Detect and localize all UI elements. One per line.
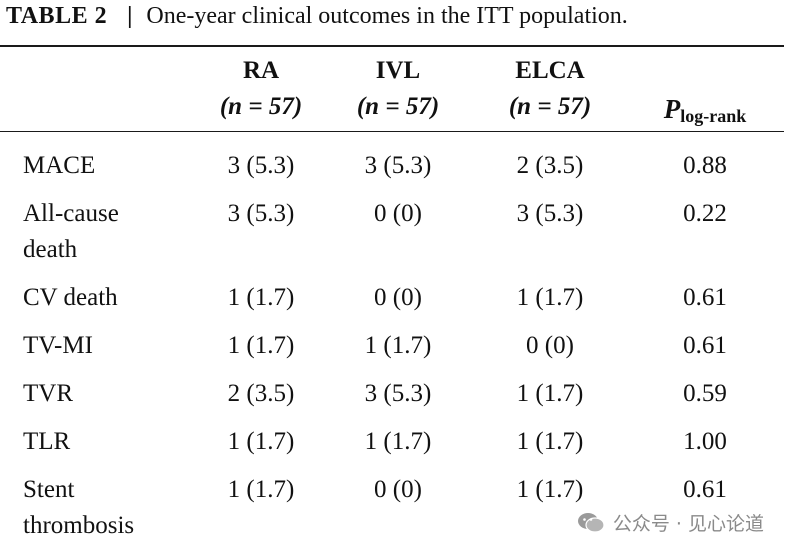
cell-elca: 1 (1.7) [516,476,584,503]
p-subscript: log-rank [680,106,747,126]
table-row: CV death 1 (1.7) 0 (0) 1 (1.7) 0.61 [0,280,784,328]
header-elca-n: (n = 57) [508,93,592,120]
watermark-text: 公众号 · 见心论道 [612,513,764,535]
outcomes-table: RA (n = 57) IVL (n = 57) ELCA (n = 57) P… [0,50,784,556]
cell-ra: 3 (5.3) [227,152,295,179]
cell-ivl: 0 (0) [374,200,422,227]
header-empty [0,50,200,140]
cell-elca: 0 (0) [526,332,574,359]
cell-p-value: 0.22 [683,200,727,227]
cell-ivl: 3 (5.3) [364,152,432,179]
row-label: All-cause death [23,200,119,263]
cell-p-value: 0.61 [683,284,727,311]
cell-p-value: 1.00 [683,428,727,455]
wechat-icon [577,512,605,533]
cell-ra: 3 (5.3) [227,200,295,227]
header-elca: ELCA (n = 57) [474,50,626,140]
cell-ivl: 1 (1.7) [364,428,432,455]
cell-ivl: 1 (1.7) [364,332,432,359]
header-rule [0,131,784,132]
header-ivl-n: (n = 57) [356,93,440,120]
cell-ra: 1 (1.7) [227,284,295,311]
table-label: TABLE 2 [6,3,108,29]
cell-p-value: 0.88 [683,152,727,179]
cell-ivl: 0 (0) [374,284,422,311]
caption-separator: | [127,3,133,29]
p-symbol: P [663,94,681,124]
table-row: Stent thrombosis 1 (1.7) 0 (0) 1 (1.7) 0.61 [0,472,784,556]
row-label: CV death [23,284,118,311]
top-rule [0,45,784,47]
header-ra: RA (n = 57) [200,50,322,140]
cell-elca: 3 (5.3) [516,200,584,227]
cell-ra: 2 (3.5) [227,380,295,407]
table-title: One-year clinical outcomes in the ITT po… [146,3,628,29]
cell-elca: 1 (1.7) [516,380,584,407]
row-label: TVR [23,380,73,407]
header-ra-name: RA [242,57,280,84]
cell-elca: 1 (1.7) [516,428,584,455]
cell-p-value: 0.61 [683,476,727,503]
cell-ra: 1 (1.7) [227,476,295,503]
row-label: Stent thrombosis [23,476,135,539]
header-row: RA (n = 57) IVL (n = 57) ELCA (n = 57) P… [0,50,784,140]
cell-ra: 1 (1.7) [227,332,295,359]
table-caption: TABLE 2 | One-year clinical outcomes in th… [6,2,628,30]
header-ivl: IVL (n = 57) [322,50,474,140]
cell-ivl: 3 (5.3) [364,380,432,407]
row-label: MACE [23,152,96,179]
cell-ra: 1 (1.7) [227,428,295,455]
cell-elca: 1 (1.7) [516,284,584,311]
cell-elca: 2 (3.5) [516,152,584,179]
row-label: TV-MI [23,332,93,359]
table-row: TV-MI 1 (1.7) 1 (1.7) 0 (0) 0.61 [0,328,784,376]
table-row: TVR 2 (3.5) 3 (5.3) 1 (1.7) 0.59 [0,376,784,424]
cell-ivl: 0 (0) [374,476,422,503]
cell-p-value: 0.59 [683,380,727,407]
table-row: TLR 1 (1.7) 1 (1.7) 1 (1.7) 1.00 [0,424,784,472]
table-row: All-cause death 3 (5.3) 0 (0) 3 (5.3) 0.22 [0,196,784,280]
header-p-logrank: Plog-rank [626,50,784,140]
cell-p-value: 0.61 [683,332,727,359]
header-elca-name: ELCA [515,57,585,84]
watermark: 公众号 · 见心论道 [577,509,764,536]
row-label: TLR [23,428,71,455]
header-ra-n: (n = 57) [219,93,303,120]
table-row: MACE 3 (5.3) 3 (5.3) 2 (3.5) 0.88 [0,140,784,196]
header-ivl-name: IVL [375,57,421,84]
